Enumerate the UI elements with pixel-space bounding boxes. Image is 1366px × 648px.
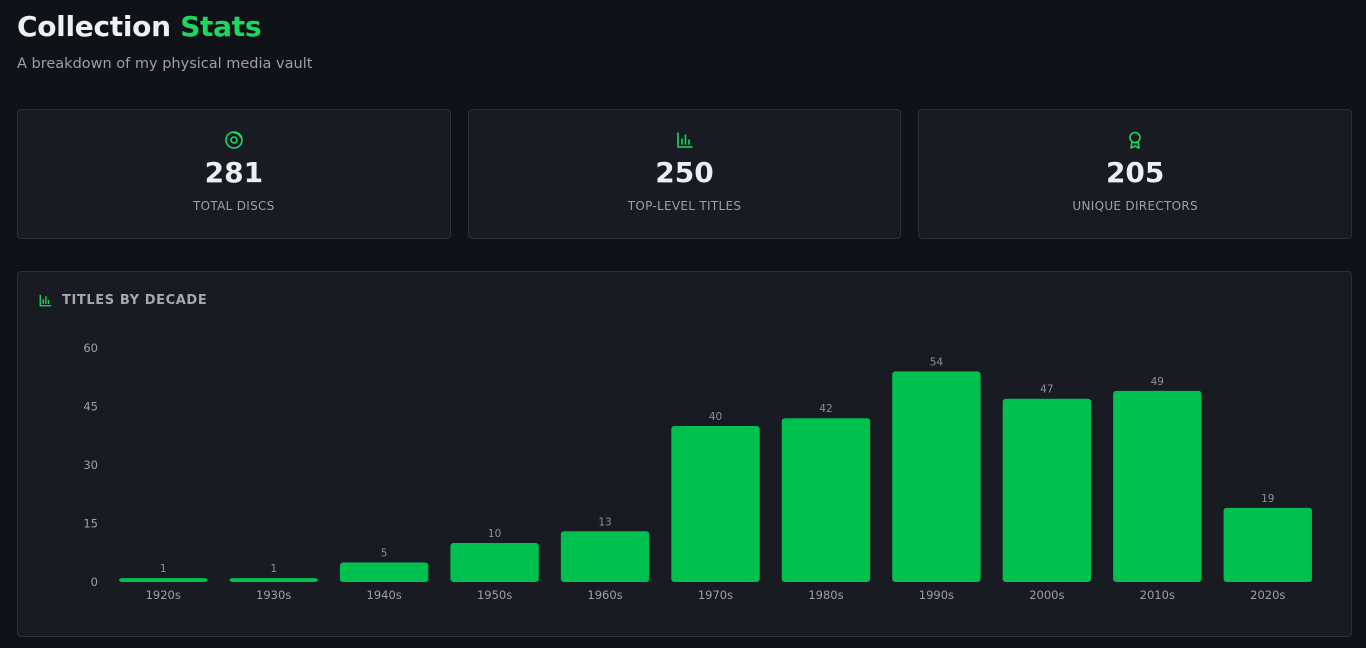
page-title-main: Collection [17, 10, 171, 43]
stat-label: TOTAL DISCS [193, 199, 275, 213]
data-label-1970s: 40 [709, 411, 722, 423]
data-label-1960s: 13 [598, 516, 611, 528]
stat-value: 281 [204, 156, 264, 189]
x-tick-label-2000s: 2000s [1029, 588, 1064, 602]
data-label-1950s: 10 [488, 528, 501, 540]
bar-1950s[interactable] [450, 543, 539, 582]
y-tick-label: 30 [83, 458, 98, 472]
stat-cards: 281 TOTAL DISCS 250 TOP-LEVEL TITLES 205… [17, 109, 1353, 239]
bar-2000s[interactable] [1002, 398, 1092, 582]
chart-title: TITLES BY DECADE [62, 293, 208, 308]
bar-chart-icon [39, 294, 52, 307]
stat-card-top-level-titles: 250 TOP-LEVEL TITLES [467, 109, 902, 239]
data-label-1920s: 1 [160, 563, 167, 575]
bar-2020s[interactable] [1223, 507, 1312, 582]
bar-1970s[interactable] [671, 426, 760, 582]
page-subtitle: A breakdown of my physical media vault [17, 56, 313, 72]
stat-label: UNIQUE DIRECTORS [1072, 199, 1198, 213]
award-icon [1129, 131, 1141, 149]
data-label-1930s: 1 [270, 563, 277, 575]
x-tick-label-1970s: 1970s [698, 588, 733, 602]
bar-2010s[interactable] [1113, 390, 1202, 582]
bar-1990s[interactable] [892, 371, 981, 582]
data-label-1980s: 42 [819, 403, 832, 415]
data-label-2020s: 19 [1261, 493, 1274, 505]
bar-chart-icon [676, 132, 693, 148]
stat-card-total-discs: 281 TOTAL DISCS [17, 109, 451, 239]
y-tick-label: 45 [83, 400, 98, 414]
bar-1940s[interactable] [339, 562, 429, 583]
stat-value: 205 [1105, 156, 1165, 189]
x-tick-label-2020s: 2020s [1250, 588, 1285, 602]
data-label-1940s: 5 [381, 548, 388, 560]
chart-panel: TITLES BY DECADE 0 15 30 45 60 1 1920s 1 1930s 5 1… [17, 271, 1352, 637]
chart-header: TITLES BY DECADE [38, 293, 207, 308]
bar-1920s[interactable] [119, 578, 208, 582]
decade-bar-chart: 0 15 30 45 60 1 1920s 1 1930s 5 1940s 10 1950s 13 1960… [83, 341, 1312, 602]
stat-label: TOP-LEVEL TITLES [627, 199, 742, 213]
y-tick-label: 60 [83, 341, 98, 355]
x-tick-label-1980s: 1980s [808, 588, 843, 602]
bar-1930s[interactable] [229, 578, 318, 582]
bar-1960s[interactable] [560, 531, 650, 582]
disc-icon [225, 131, 243, 149]
x-tick-label-1960s: 1960s [587, 588, 622, 602]
data-label-1990s: 54 [930, 356, 944, 368]
y-tick-label: 0 [91, 575, 98, 589]
stat-value: 250 [655, 156, 714, 189]
page-title: Collection Stats [17, 10, 261, 43]
data-label-2000s: 47 [1040, 384, 1053, 396]
x-tick-label-1940s: 1940s [367, 588, 402, 602]
stat-card-unique-directors: 205 UNIQUE DIRECTORS [918, 109, 1353, 239]
data-label-2010s: 49 [1151, 376, 1164, 388]
x-tick-label-1920s: 1920s [146, 588, 181, 602]
x-tick-label-1950s: 1950s [477, 588, 512, 602]
x-tick-label-1930s: 1930s [256, 588, 291, 602]
y-tick-label: 15 [83, 517, 98, 531]
x-tick-label-1990s: 1990s [919, 588, 954, 602]
x-tick-label-2010s: 2010s [1140, 588, 1175, 602]
page-title-accent: Stats [180, 10, 262, 43]
bar-1980s[interactable] [781, 418, 871, 582]
